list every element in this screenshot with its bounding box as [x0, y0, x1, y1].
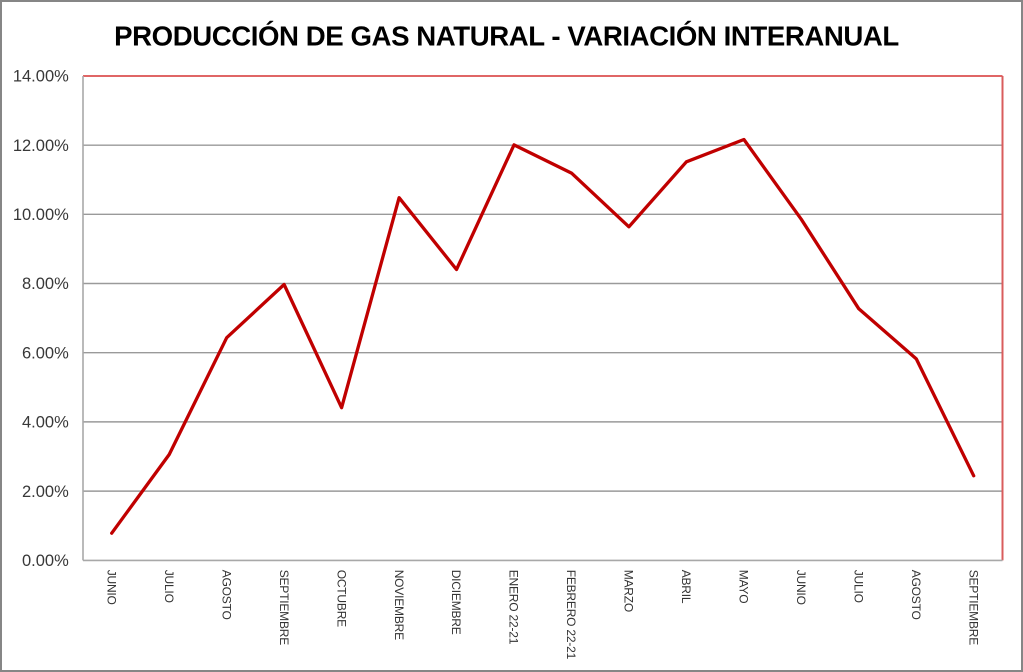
svg-text:JULIO: JULIO	[162, 570, 176, 603]
svg-text:14.00%: 14.00%	[13, 68, 69, 86]
svg-text:4.00%: 4.00%	[22, 414, 69, 432]
svg-text:ABRIL: ABRIL	[679, 570, 693, 604]
svg-text:10.00%: 10.00%	[13, 206, 69, 224]
svg-text:OCTUBRE: OCTUBRE	[334, 570, 348, 627]
svg-text:AGOSTO: AGOSTO	[219, 570, 233, 620]
svg-text:2.00%: 2.00%	[22, 483, 69, 501]
svg-text:MARZO: MARZO	[622, 570, 636, 612]
svg-text:8.00%: 8.00%	[22, 275, 69, 293]
svg-text:NOVIEMBRE: NOVIEMBRE	[392, 570, 406, 640]
svg-text:0.00%: 0.00%	[22, 552, 69, 570]
svg-text:SEPTIEMBRE: SEPTIEMBRE	[277, 570, 291, 646]
svg-text:AGOSTO: AGOSTO	[909, 570, 923, 620]
svg-text:JULIO: JULIO	[851, 570, 865, 603]
svg-text:FEBRERO 22-21: FEBRERO 22-21	[564, 570, 578, 660]
svg-text:SEPTIEMBRE: SEPTIEMBRE	[966, 570, 980, 646]
svg-text:JUNIO: JUNIO	[104, 570, 118, 605]
svg-text:JUNIO: JUNIO	[794, 570, 808, 605]
svg-text:DICIEMBRE: DICIEMBRE	[449, 570, 463, 635]
svg-text:PRODUCCIÓN DE GAS NATURAL - VA: PRODUCCIÓN DE GAS NATURAL - VARIACIÓN IN…	[114, 21, 899, 52]
svg-text:ENERO 22-21: ENERO 22-21	[507, 570, 521, 645]
svg-text:6.00%: 6.00%	[22, 344, 69, 362]
svg-text:12.00%: 12.00%	[13, 137, 69, 155]
svg-text:MAYO: MAYO	[737, 570, 751, 604]
